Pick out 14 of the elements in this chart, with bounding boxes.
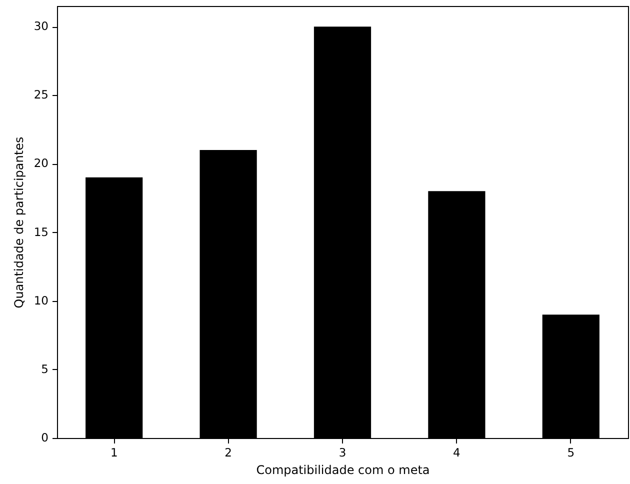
y-axis-title: Quantidade de participantes [12,136,26,308]
y-tick-label: 10 [34,293,48,308]
x-tick-label: 1 [110,446,118,460]
y-tick-label: 30 [34,19,48,34]
y-tick-label: 0 [41,430,48,444]
y-tick-label: 25 [34,88,48,102]
y-tick-label: 15 [34,224,48,239]
x-tick-label: 2 [224,446,232,460]
x-tick-label: 4 [453,446,460,460]
x-axis-title: Compatibilidade com o meta [256,463,430,477]
y-tick-label: 5 [41,362,48,376]
x-tick-label: 3 [338,446,346,460]
x-tick-label: 5 [567,446,575,460]
y-tick-label: 20 [34,156,48,170]
